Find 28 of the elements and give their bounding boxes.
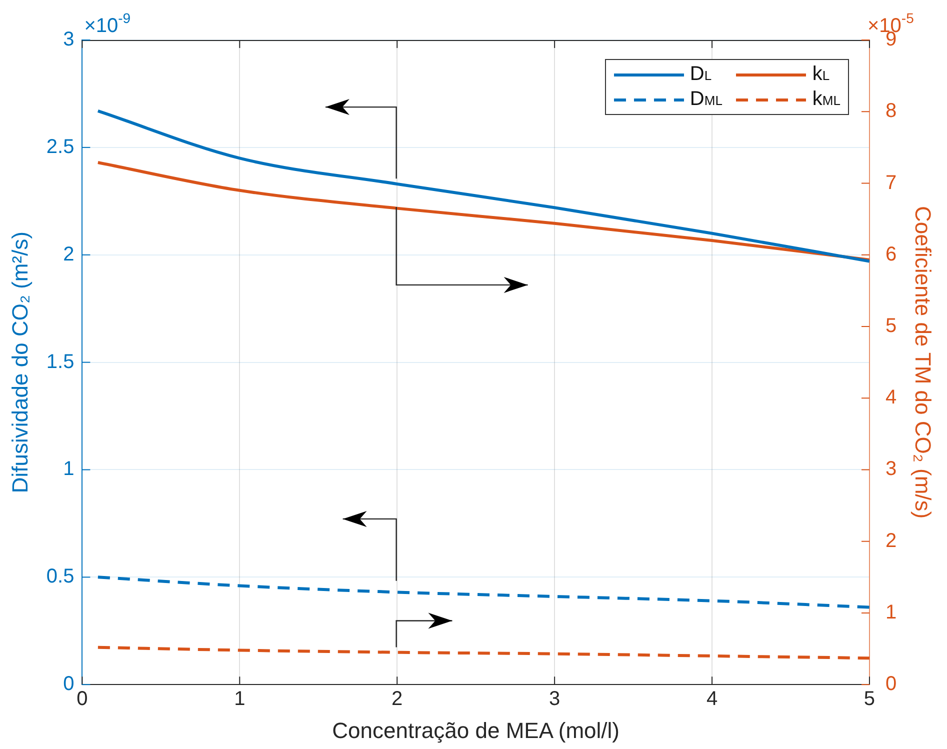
x-tick-label: 2 [392, 688, 403, 710]
x-tick-label: 5 [864, 688, 876, 710]
y2-tick-label: 4 [885, 386, 897, 409]
y2-tick-label: 6 [885, 243, 897, 266]
line-series [96, 646, 870, 660]
y2-tick-label: 0 [885, 673, 897, 696]
x-tick-label: 4 [706, 688, 718, 710]
y2-tick-label: 5 [885, 315, 897, 338]
x-axis-title: Concentração de MEA (mol/l) [332, 718, 620, 743]
y-tick-label: 3 [63, 28, 74, 51]
y-tick-label: 1.5 [46, 350, 74, 373]
y-tick-label: 0 [63, 673, 74, 696]
y2-tick-label: 3 [885, 458, 897, 480]
x-tick-label: 3 [549, 688, 560, 710]
y-tick-label: 2.5 [46, 136, 74, 158]
y-tick-label: 2 [63, 243, 74, 266]
y2-tick-label: 1 [885, 601, 897, 624]
x-tick-label: 1 [234, 688, 246, 710]
y2-tick-label: 2 [885, 530, 897, 552]
y2-tick-label: 7 [885, 172, 897, 194]
y2-tick-label: 8 [885, 100, 897, 122]
line-series [96, 576, 870, 609]
y2-axis-title: Coeficiente de TM do CO₂ (m/s) [910, 206, 936, 519]
y-tick-label: 1 [63, 458, 74, 480]
line-series [96, 160, 870, 262]
y-tick-label: 0.5 [46, 566, 74, 588]
line-series [96, 109, 870, 263]
y-axis-title: Difusividade do CO₂ (m²/s) [7, 231, 32, 494]
